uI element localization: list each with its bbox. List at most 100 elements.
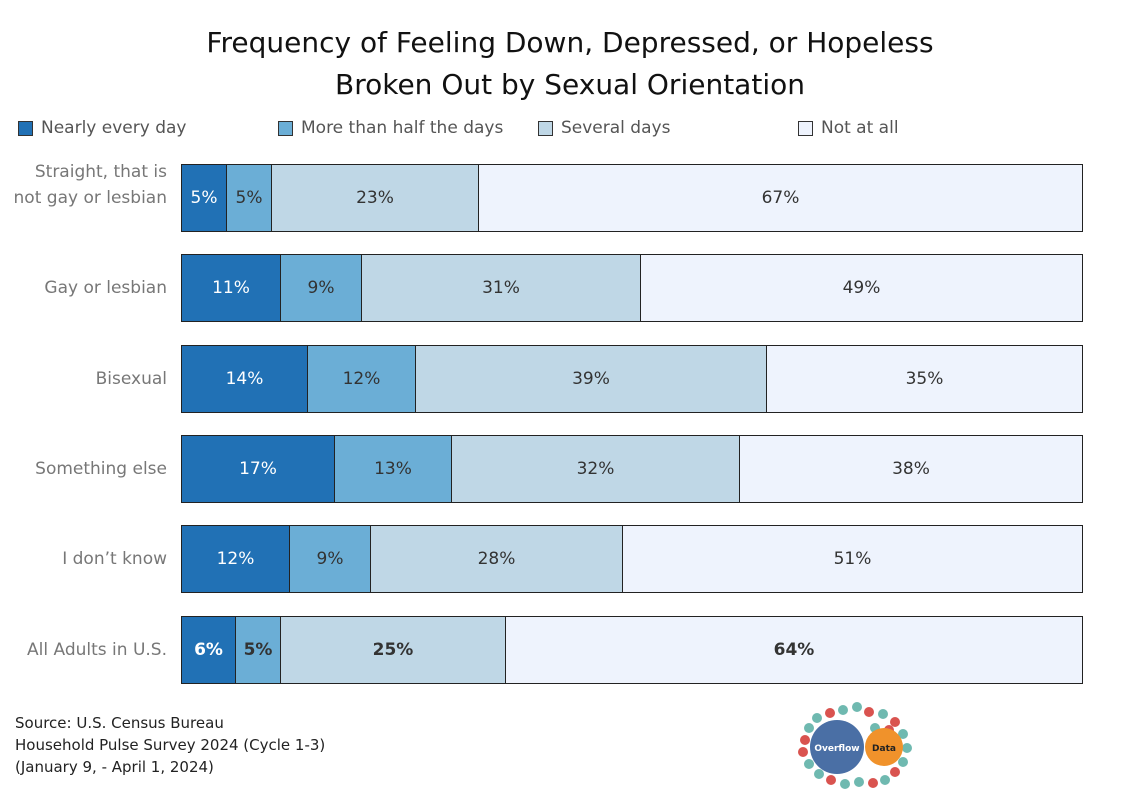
chart-subtitle: Broken Out by Sexual Orientation [335,68,805,101]
logo-dot [902,743,912,753]
category-label: Straight, that is not gay or lesbian [13,162,167,208]
data-label: 67% [761,188,800,208]
logo-dot [868,778,878,788]
data-label: 38% [892,458,930,479]
data-label: 23% [356,188,394,208]
legend-item: Not at all [798,118,899,138]
data-label: 28% [477,549,516,570]
bar-segment: 9% [290,526,371,593]
bar-segment: 13% [335,435,452,502]
overflow-data-logo: Overflow Data [798,702,912,789]
data-label: 64% [773,639,815,660]
bar-segment: 12% [308,345,416,412]
data-label: 5% [190,188,218,208]
logo-dot [804,759,814,769]
bar-segment: 25% [281,616,506,683]
category-label: Something else [35,458,167,479]
logo-dot [854,777,864,787]
bar-segment: 14% [182,345,308,412]
data-label: 5% [235,188,263,208]
source-note: Source: U.S. Census Bureau Household Pul… [15,712,325,778]
bar-segment: 35% [767,345,1082,412]
source-line: Source: U.S. Census Bureau [15,714,224,732]
logo-dot [864,707,874,717]
bar-segment: 31% [362,255,641,322]
category-label: Gay or lesbian [44,278,167,299]
logo-dot [825,708,835,718]
logo-dot [878,709,888,719]
data-label: 9% [316,549,344,570]
bar-segment: 51% [623,526,1082,593]
logo-text-data: Data [872,744,896,754]
legend-swatch [538,120,553,136]
data-label: 11% [212,278,250,299]
legend-label: Not at all [821,118,899,138]
logo-dot [898,729,908,739]
legend-item: Several days [538,118,670,138]
bar-segment: 5% [182,165,227,231]
chart-title: Frequency of Feeling Down, Depressed, or… [206,26,934,59]
bar-segment: 38% [740,435,1082,502]
logo-dot [840,779,850,789]
bar-segment: 39% [416,345,767,412]
logo-dot [812,713,822,723]
logo-dot [798,747,808,757]
bar-segment: 9% [281,255,362,322]
bar-segment: 64% [506,616,1082,683]
bar-row: 17% 13% 32% 38% [181,434,1083,503]
data-label: 39% [572,368,610,389]
logo-dot [826,775,836,785]
legend-swatch [798,120,813,136]
logo-dot [852,702,862,712]
legend-swatch [278,120,293,136]
data-label: 14% [225,368,264,389]
bar-row: 14% 12% 39% 35% [181,344,1083,413]
bar-segment: 11% [182,255,281,322]
logo-dot [804,723,814,733]
category-label: All Adults in U.S. [27,639,167,660]
category-label: Bisexual [95,368,167,389]
bar-row: 11% 9% 31% 49% [181,254,1083,323]
data-label: 6% [194,639,223,660]
category-label: I don’t know [62,549,167,570]
legend-swatch [18,120,33,136]
legend-label: Several days [561,118,671,138]
logo-dot [800,735,810,745]
legend-item: More than half the days [278,118,503,138]
data-label: 12% [342,368,381,389]
data-label: 31% [482,278,520,299]
logo-circle-overflow [810,720,864,774]
bar-segment: 49% [641,255,1082,322]
logo-dot [880,775,890,785]
data-label: 12% [216,549,255,570]
bar-segment: 32% [452,435,740,502]
logo-dot [838,705,848,715]
bar-segment: 5% [236,616,281,683]
source-line: (January 9, - April 1, 2024) [15,758,214,776]
logo-text-overflow: Overflow [814,744,859,754]
legend-label: More than half the days [301,118,504,138]
data-label: 5% [243,639,273,660]
logo-circle-data [865,728,903,766]
data-label: 35% [905,368,944,389]
logo-dot [814,769,824,779]
data-label: 32% [576,458,615,479]
source-line: Household Pulse Survey 2024 (Cycle 1-3) [15,736,326,754]
logo-dot [890,767,900,777]
bar-segment: 17% [182,435,335,502]
data-label: 51% [833,549,872,570]
data-label: 9% [307,278,335,299]
data-label: 49% [842,278,881,299]
bar-row: 6% 5% 25% 64% [181,615,1083,684]
data-label: 13% [374,458,412,479]
bar-segment: 23% [272,165,479,231]
data-label: 25% [372,639,414,660]
logo-dot [890,717,900,727]
logo-dot [898,757,908,767]
bar-segment: 5% [227,165,272,231]
bar-segment: 67% [479,165,1082,231]
bar-segment: 12% [182,526,290,593]
legend-label: Nearly every day [41,118,187,138]
bar-row: 5% 5% 23% 67% [181,164,1083,232]
